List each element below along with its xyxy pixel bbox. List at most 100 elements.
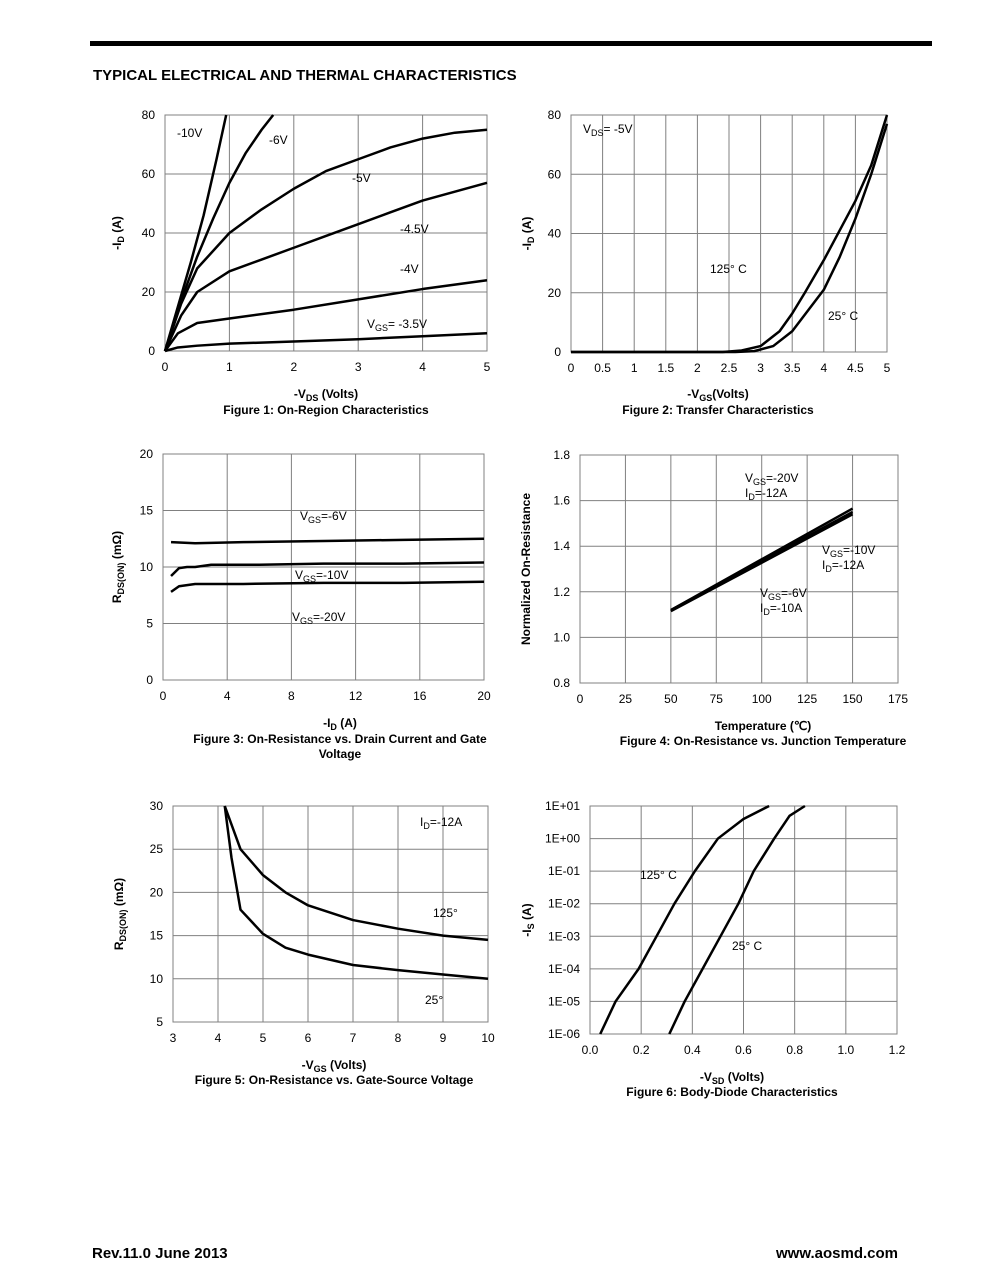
chart: 0 0.5 1 1.5 2 2.5 3 3.5 4 4.5 5 0 20 40 60 80 Figure 2: … <box>548 108 891 417</box>
y-axis-label-part: R <box>110 594 124 603</box>
curve <box>668 804 806 1035</box>
curve-label: 25° C <box>828 309 858 323</box>
x-tick-label: 4 <box>419 360 426 374</box>
y-axis-label-part: -I <box>520 243 534 250</box>
y-tick-label: 0 <box>148 344 155 358</box>
x-tick-label: 4 <box>215 1031 222 1045</box>
x-tick-label: 10 <box>481 1031 495 1045</box>
y-tick-label: 20 <box>150 885 164 899</box>
y-axis-label-part: (A) <box>110 216 124 236</box>
x-tick-label: 8 <box>395 1031 402 1045</box>
curve-label: VGS=-20V <box>292 610 345 626</box>
annotation-part: D <box>423 821 430 831</box>
x-tick-label: 9 <box>440 1031 447 1045</box>
curve-condition: ID=-12A <box>745 486 787 502</box>
curve-label-part: V <box>292 610 300 624</box>
curve-label: 125° C <box>710 262 747 276</box>
x-tick-label: 0.0 <box>582 1043 599 1057</box>
y-tick-label: 1.8 <box>553 448 570 462</box>
x-axis-label-part: (Volts) <box>327 1058 367 1072</box>
curve-label: 25° C <box>732 939 762 953</box>
x-axis-label: -VGS (Volts) <box>302 1058 367 1074</box>
curve-label: -5V <box>352 171 371 185</box>
curve-condition-part: D <box>748 492 755 502</box>
x-tick-label: 1.2 <box>889 1043 906 1057</box>
y-tick-label: 80 <box>548 108 562 122</box>
website: www.aosmd.com <box>775 1245 898 1262</box>
curve-label: -4V <box>400 262 419 276</box>
x-tick-label: 2 <box>290 360 297 374</box>
curve-label: -6V <box>269 133 288 147</box>
curve-label-part: V <box>295 568 303 582</box>
curve-label-part: GS <box>375 323 388 333</box>
y-axis-label-part: D <box>526 236 536 243</box>
x-tick-label: 0.5 <box>594 361 611 375</box>
y-tick-label: 0 <box>146 673 153 687</box>
curve-label-part: =-10V <box>316 568 348 582</box>
x-axis-label: -VDS (Volts) <box>294 387 358 403</box>
curve-label-part: =-6V <box>321 509 347 523</box>
curve-label: VGS=-10V <box>822 543 875 559</box>
x-tick-label: 50 <box>664 692 678 706</box>
curve <box>170 537 485 545</box>
x-tick-label: 4 <box>224 689 231 703</box>
curve-label-part: V <box>745 471 753 485</box>
curve-condition-part: I <box>822 558 825 572</box>
x-tick-label: 0 <box>577 692 584 706</box>
annotation-part: =-12A <box>430 815 462 829</box>
curve-condition-part: =-10A <box>770 601 802 615</box>
x-axis-label: -ID (A) <box>323 716 357 732</box>
curve-label-part: GS <box>830 549 843 559</box>
y-tick-label: 0.8 <box>553 676 570 690</box>
y-axis-label: -ID (A) <box>520 217 536 251</box>
curve-label-part: = -3.5V <box>388 317 427 331</box>
y-tick-label: 25 <box>150 842 164 856</box>
y-tick-label: 20 <box>548 286 562 300</box>
y-axis-label-part: -I <box>110 243 124 250</box>
x-tick-label: 3 <box>170 1031 177 1045</box>
x-tick-label: 3 <box>757 361 764 375</box>
y-tick-label: 1E-04 <box>548 962 580 976</box>
curve-label: -4.5V <box>400 222 429 236</box>
curve-condition: ID=-10A <box>760 601 802 617</box>
y-tick-label: 1E+01 <box>545 799 580 813</box>
x-tick-label: 20 <box>477 689 491 703</box>
x-tick-label: 0.2 <box>633 1043 650 1057</box>
x-tick-label: 3 <box>355 360 362 374</box>
curve <box>670 513 854 613</box>
y-tick-label: 1E-05 <box>548 994 580 1008</box>
y-axis-label-part: DS(ON) <box>116 562 126 594</box>
y-axis-label-part: R <box>112 941 126 950</box>
x-tick-label: 4 <box>820 361 827 375</box>
x-tick-label: 5 <box>260 1031 267 1045</box>
y-axis-label: RDS(ON) (mΩ) <box>112 878 128 950</box>
curve-label-part: =-10V <box>843 543 875 557</box>
y-tick-label: 20 <box>140 447 154 461</box>
curve <box>163 181 488 352</box>
x-tick-label: 1 <box>631 361 638 375</box>
curve-label-part: V <box>822 543 830 557</box>
y-axis-label-part: (mΩ) <box>110 531 124 563</box>
curve-label: -10V <box>177 126 202 140</box>
figure-caption: Figure 2: Transfer Characteristics <box>622 403 814 417</box>
y-axis-label-part: S <box>526 923 536 929</box>
curve-label: VGS= -3.5V <box>367 317 427 333</box>
curve-label-part: =-20V <box>766 471 798 485</box>
y-tick-label: 1E+00 <box>545 832 580 846</box>
curve-label: 25° <box>425 993 443 1007</box>
curve-condition: ID=-12A <box>822 558 864 574</box>
y-tick-label: 1.6 <box>553 494 570 508</box>
annotation-part: V <box>583 122 591 136</box>
curve-label-part: V <box>367 317 375 331</box>
x-tick-label: 0 <box>160 689 167 703</box>
chart: 0 4 8 12 16 20 0 5 10 15 20 Figure 3: On-Resistance… <box>140 447 491 761</box>
annotation-part: I <box>420 815 423 829</box>
chart: 3 4 5 6 7 8 9 10 5 10 15 20 25 30 Figure 5: On-Resista… <box>150 799 495 1087</box>
x-tick-label: 25 <box>619 692 633 706</box>
x-axis-label: -VSD (Volts) <box>700 1070 764 1086</box>
x-axis-label-part: (Volts) <box>724 1070 764 1084</box>
figure-caption: Figure 4: On-Resistance vs. Junction Tem… <box>620 734 907 748</box>
y-tick-label: 15 <box>150 929 164 943</box>
x-tick-label: 2.5 <box>721 361 738 375</box>
curve-label: VGS=-20V <box>745 471 798 487</box>
